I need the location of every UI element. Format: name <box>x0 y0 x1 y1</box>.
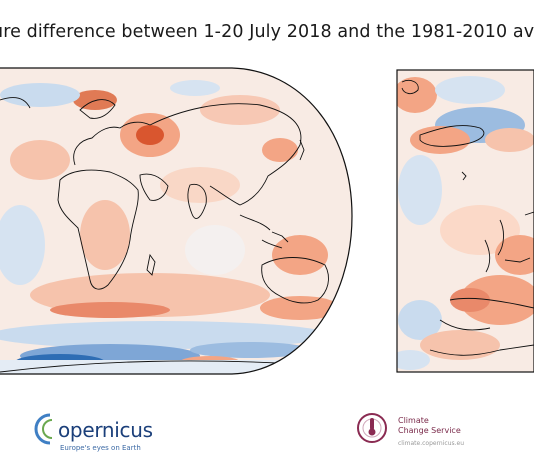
copernicus-logo: opernicus <box>58 418 153 442</box>
copernicus-tagline: Europe's eyes on Earth <box>60 444 141 452</box>
c3s-logo: Climate Change Service <box>398 416 478 436</box>
copernicus-arc-icon <box>34 413 53 445</box>
europe-anomaly-map <box>397 70 534 372</box>
global-map-frame <box>0 67 353 375</box>
europe-map-frame <box>396 69 534 373</box>
copernicus-logo-name: opernicus <box>58 418 153 442</box>
c3s-url: climate.copernicus.eu <box>398 440 465 447</box>
map-title: ure difference between 1-20 July 2018 an… <box>0 22 534 42</box>
thermometer-cloud-icon <box>357 413 387 443</box>
global-anomaly-map <box>0 68 352 374</box>
coastlines <box>0 97 349 373</box>
c3s-line1: Climate <box>398 416 429 425</box>
europe-coastlines <box>401 79 534 356</box>
c3s-line2: Change Service <box>398 426 461 435</box>
